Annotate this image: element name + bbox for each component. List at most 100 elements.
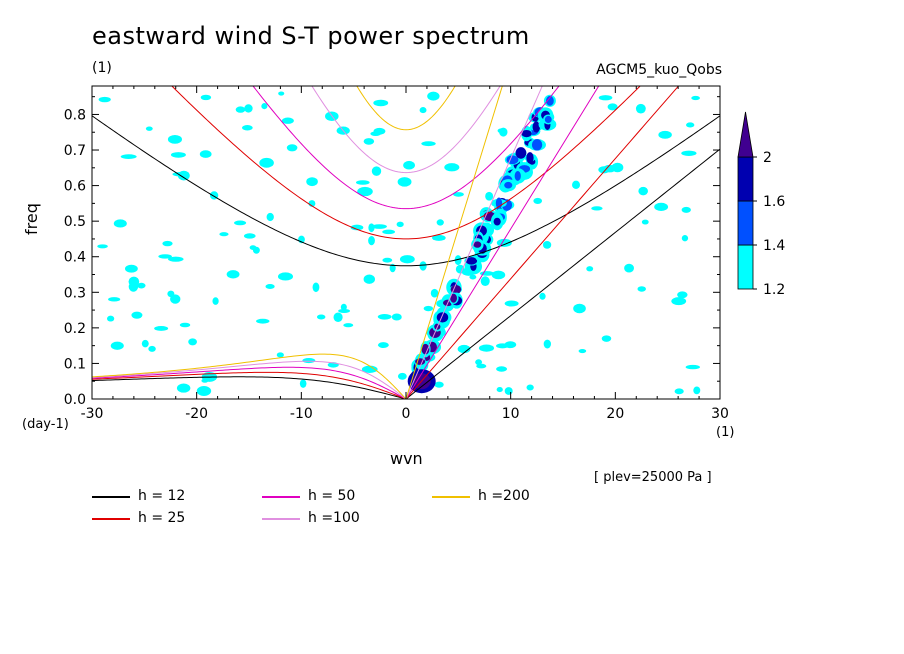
contour-patch [638, 186, 648, 196]
colorbar-arrow [737, 111, 754, 158]
y-tick-label: 0.5 [64, 214, 86, 230]
contour-patch [598, 95, 613, 101]
legend-label: h =100 [308, 510, 360, 526]
contour-patch [302, 358, 316, 364]
inertia-gravity-curve [92, 115, 720, 267]
contour-patch [199, 150, 212, 158]
colorbar-label: 1.2 [763, 282, 785, 298]
contour-patch [397, 177, 412, 187]
contour-patch [436, 312, 449, 323]
contour-patch [504, 181, 513, 189]
inertia-gravity-curve [356, 86, 456, 131]
contour-patch [212, 297, 219, 305]
contour-patch [686, 122, 695, 128]
colorbar-segment [737, 244, 754, 290]
contour-patch [158, 254, 172, 259]
x-tick-label: 30 [711, 406, 729, 422]
contour-patch [485, 191, 494, 201]
chart-title: eastward wind S-T power spectrum [92, 22, 530, 50]
contour-patch [591, 206, 603, 211]
contour-patch [496, 343, 509, 349]
contour-patch [377, 314, 392, 320]
y-tick-label: 0.8 [64, 107, 86, 123]
contour-patch [539, 292, 546, 300]
contour-patch [368, 235, 375, 246]
y-tick-label: 0.3 [64, 285, 86, 301]
kelvin-curve [405, 86, 503, 399]
contour-patch [107, 315, 115, 322]
contour-patch [681, 150, 697, 156]
contour-patch [578, 349, 587, 354]
contour-patch [543, 339, 552, 349]
contour-patch [363, 274, 375, 284]
legend-label: h = 50 [308, 488, 356, 504]
contour-patch [265, 284, 275, 289]
colorbar-segment [737, 200, 754, 246]
contour-patch [241, 125, 253, 131]
contour-patch [674, 388, 684, 395]
contour-patch [421, 141, 436, 147]
contour-patch [573, 303, 586, 314]
contour-patch [188, 338, 197, 346]
colorbar-label: 1.4 [763, 238, 785, 254]
chart-subtitle: (1) [92, 60, 112, 76]
contour-patch [685, 364, 700, 370]
contour-patch [371, 224, 387, 229]
legend-swatch [92, 496, 130, 498]
contour-patch [624, 263, 634, 273]
x-tick-label: -30 [81, 406, 104, 422]
contour-patch [355, 180, 370, 185]
x-tick-label: -20 [185, 406, 208, 422]
contour-patch [343, 323, 354, 328]
y-tick-label: 0.0 [64, 392, 86, 408]
kelvin-curve [405, 148, 720, 399]
kelvin-curve [405, 86, 680, 399]
contour-patch [120, 154, 137, 159]
contour-patch [607, 103, 618, 111]
contour-patch [444, 163, 460, 172]
contour-patch [496, 387, 503, 393]
x-tick-label: 0 [402, 406, 411, 422]
contour-patch [299, 379, 307, 388]
contour-patch [436, 219, 444, 226]
contour-patch [128, 281, 139, 292]
rossby-curve [92, 376, 407, 399]
model-label: AGCM5_kuo_Qobs [596, 62, 722, 78]
contour-patch [453, 192, 464, 197]
contour-patch [148, 345, 156, 352]
contour-patch [357, 186, 373, 197]
contour-patch [278, 91, 285, 96]
y-axis-label: freq [22, 203, 41, 235]
contour-patch [427, 91, 440, 101]
contour-patch [504, 387, 513, 395]
contour-patch [473, 241, 482, 248]
contour-patch [170, 294, 181, 304]
contour-patch [497, 128, 506, 134]
contour-patch [533, 197, 543, 204]
contour-patch [478, 344, 495, 352]
contour-patch [532, 121, 541, 133]
kelvin-curve [405, 86, 543, 399]
kelvin-curve [405, 86, 600, 399]
contour-patch [286, 144, 298, 152]
inertia-gravity-curve [311, 86, 501, 174]
contour-patch [281, 117, 294, 124]
inertia-gravity-curve [171, 86, 641, 240]
legend-swatch [262, 496, 300, 498]
contour-patch [110, 341, 124, 350]
contour-patch [97, 244, 108, 249]
contour-patch [526, 384, 534, 391]
contour-patch [382, 257, 393, 263]
y-tick-label: 0.6 [64, 179, 86, 195]
contour-patch [399, 255, 415, 264]
colorbar: 1.2 1.4 1.6 2 [737, 111, 785, 298]
y-unit-label: (day-1) [22, 417, 69, 432]
rossby-curve [92, 360, 407, 399]
contour-patch [338, 308, 351, 313]
contour-patch [312, 282, 320, 293]
y-tick-label: 0.1 [64, 356, 86, 372]
contour-patch [469, 274, 477, 280]
contour-patch [259, 157, 274, 168]
footnote: [ plev=25000 Pa ] [594, 470, 712, 485]
